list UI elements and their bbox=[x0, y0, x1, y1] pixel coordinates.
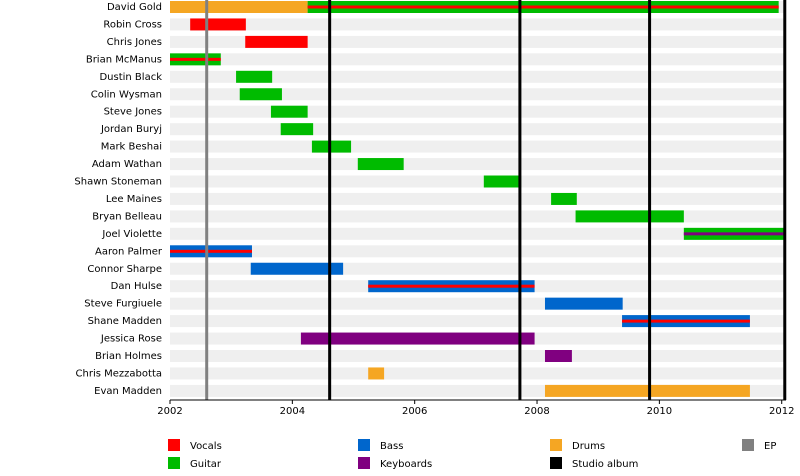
span-stripe bbox=[170, 249, 252, 253]
member-name: Connor Sharpe bbox=[87, 264, 162, 275]
span-bar bbox=[270, 105, 308, 118]
span-stripe bbox=[368, 284, 535, 288]
legend-swatch bbox=[168, 439, 180, 451]
span-bar bbox=[368, 367, 385, 380]
row-band bbox=[170, 105, 786, 118]
span-bar bbox=[280, 123, 314, 136]
span-bar bbox=[544, 384, 750, 397]
legend-swatch bbox=[742, 439, 754, 451]
legend-label: EP bbox=[764, 441, 776, 452]
member-name: Shane Madden bbox=[88, 316, 162, 327]
member-name: Shawn Stoneman bbox=[74, 177, 162, 188]
member-name: Dustin Black bbox=[99, 72, 162, 83]
row-band bbox=[170, 367, 786, 380]
span-bar bbox=[236, 70, 273, 83]
legend-label: Vocals bbox=[190, 441, 222, 452]
legend-swatch bbox=[550, 457, 562, 469]
x-tick-label: 2006 bbox=[402, 406, 427, 417]
row-band bbox=[170, 140, 786, 153]
span-bar bbox=[250, 262, 344, 275]
legend-label: Drums bbox=[572, 441, 605, 452]
row-band bbox=[170, 210, 786, 223]
span-stripe bbox=[683, 232, 786, 236]
legend-label: Studio album bbox=[572, 459, 638, 470]
member-name: Aaron Palmer bbox=[95, 246, 163, 257]
x-tick-label: 2002 bbox=[157, 406, 182, 417]
row-band bbox=[170, 35, 786, 48]
row-band bbox=[170, 175, 786, 188]
legend-swatch bbox=[168, 457, 180, 469]
row-band bbox=[170, 70, 786, 83]
span-stripe bbox=[622, 319, 750, 323]
span-bar bbox=[311, 140, 352, 153]
span-bar bbox=[357, 158, 404, 171]
span-bar bbox=[551, 192, 577, 205]
span-bar bbox=[170, 1, 308, 13]
span-bar bbox=[190, 18, 246, 31]
x-tick-label: 2004 bbox=[280, 406, 305, 417]
member-name: Mark Beshai bbox=[101, 142, 162, 153]
row-band bbox=[170, 297, 786, 310]
member-name: Chris Mezzabotta bbox=[76, 368, 162, 379]
member-name: Steve Jones bbox=[104, 107, 162, 118]
row-band bbox=[170, 18, 786, 31]
member-name: Bryan Belleau bbox=[92, 211, 162, 222]
member-name: Brian Holmes bbox=[95, 351, 162, 362]
legend-swatch bbox=[358, 439, 370, 451]
span-bar bbox=[575, 210, 684, 223]
row-band bbox=[170, 227, 786, 240]
member-name: Joel Violette bbox=[101, 229, 162, 240]
row-band bbox=[170, 192, 786, 205]
row-band bbox=[170, 53, 786, 66]
member-name: David Gold bbox=[107, 2, 162, 13]
span-bar bbox=[239, 88, 282, 101]
legend-label: Guitar bbox=[190, 459, 222, 470]
member-name: Brian McManus bbox=[86, 54, 162, 65]
member-name: Lee Maines bbox=[106, 194, 162, 205]
member-name: Colin Wysman bbox=[91, 89, 162, 100]
member-name: Robin Cross bbox=[103, 19, 162, 30]
member-name: Steve Furgiuele bbox=[84, 299, 162, 310]
span-bar bbox=[300, 332, 535, 345]
row-band bbox=[170, 158, 786, 171]
legend-label: Bass bbox=[380, 441, 403, 452]
member-name: Adam Wathan bbox=[92, 159, 162, 170]
member-name: Chris Jones bbox=[107, 37, 162, 48]
member-name: Jordan Buryj bbox=[100, 124, 162, 135]
span-stripe bbox=[170, 57, 221, 61]
x-tick-label: 2012 bbox=[769, 406, 794, 417]
span-stripe bbox=[307, 5, 779, 9]
row-band bbox=[170, 350, 786, 362]
member-name: Evan Madden bbox=[94, 386, 162, 397]
row-band bbox=[170, 245, 786, 258]
member-name: Dan Hulse bbox=[111, 281, 162, 292]
row-band bbox=[170, 88, 786, 101]
member-name: Jessica Rose bbox=[100, 334, 162, 345]
x-tick-label: 2008 bbox=[524, 406, 549, 417]
legend-swatch bbox=[358, 457, 370, 469]
span-bar bbox=[245, 35, 308, 48]
row-band bbox=[170, 123, 786, 136]
span-bar bbox=[544, 350, 572, 362]
legend-label: Keyboards bbox=[380, 459, 432, 470]
legend-swatch bbox=[550, 439, 562, 451]
span-bar bbox=[483, 175, 522, 188]
x-tick-label: 2010 bbox=[647, 406, 672, 417]
span-bar bbox=[544, 297, 623, 310]
